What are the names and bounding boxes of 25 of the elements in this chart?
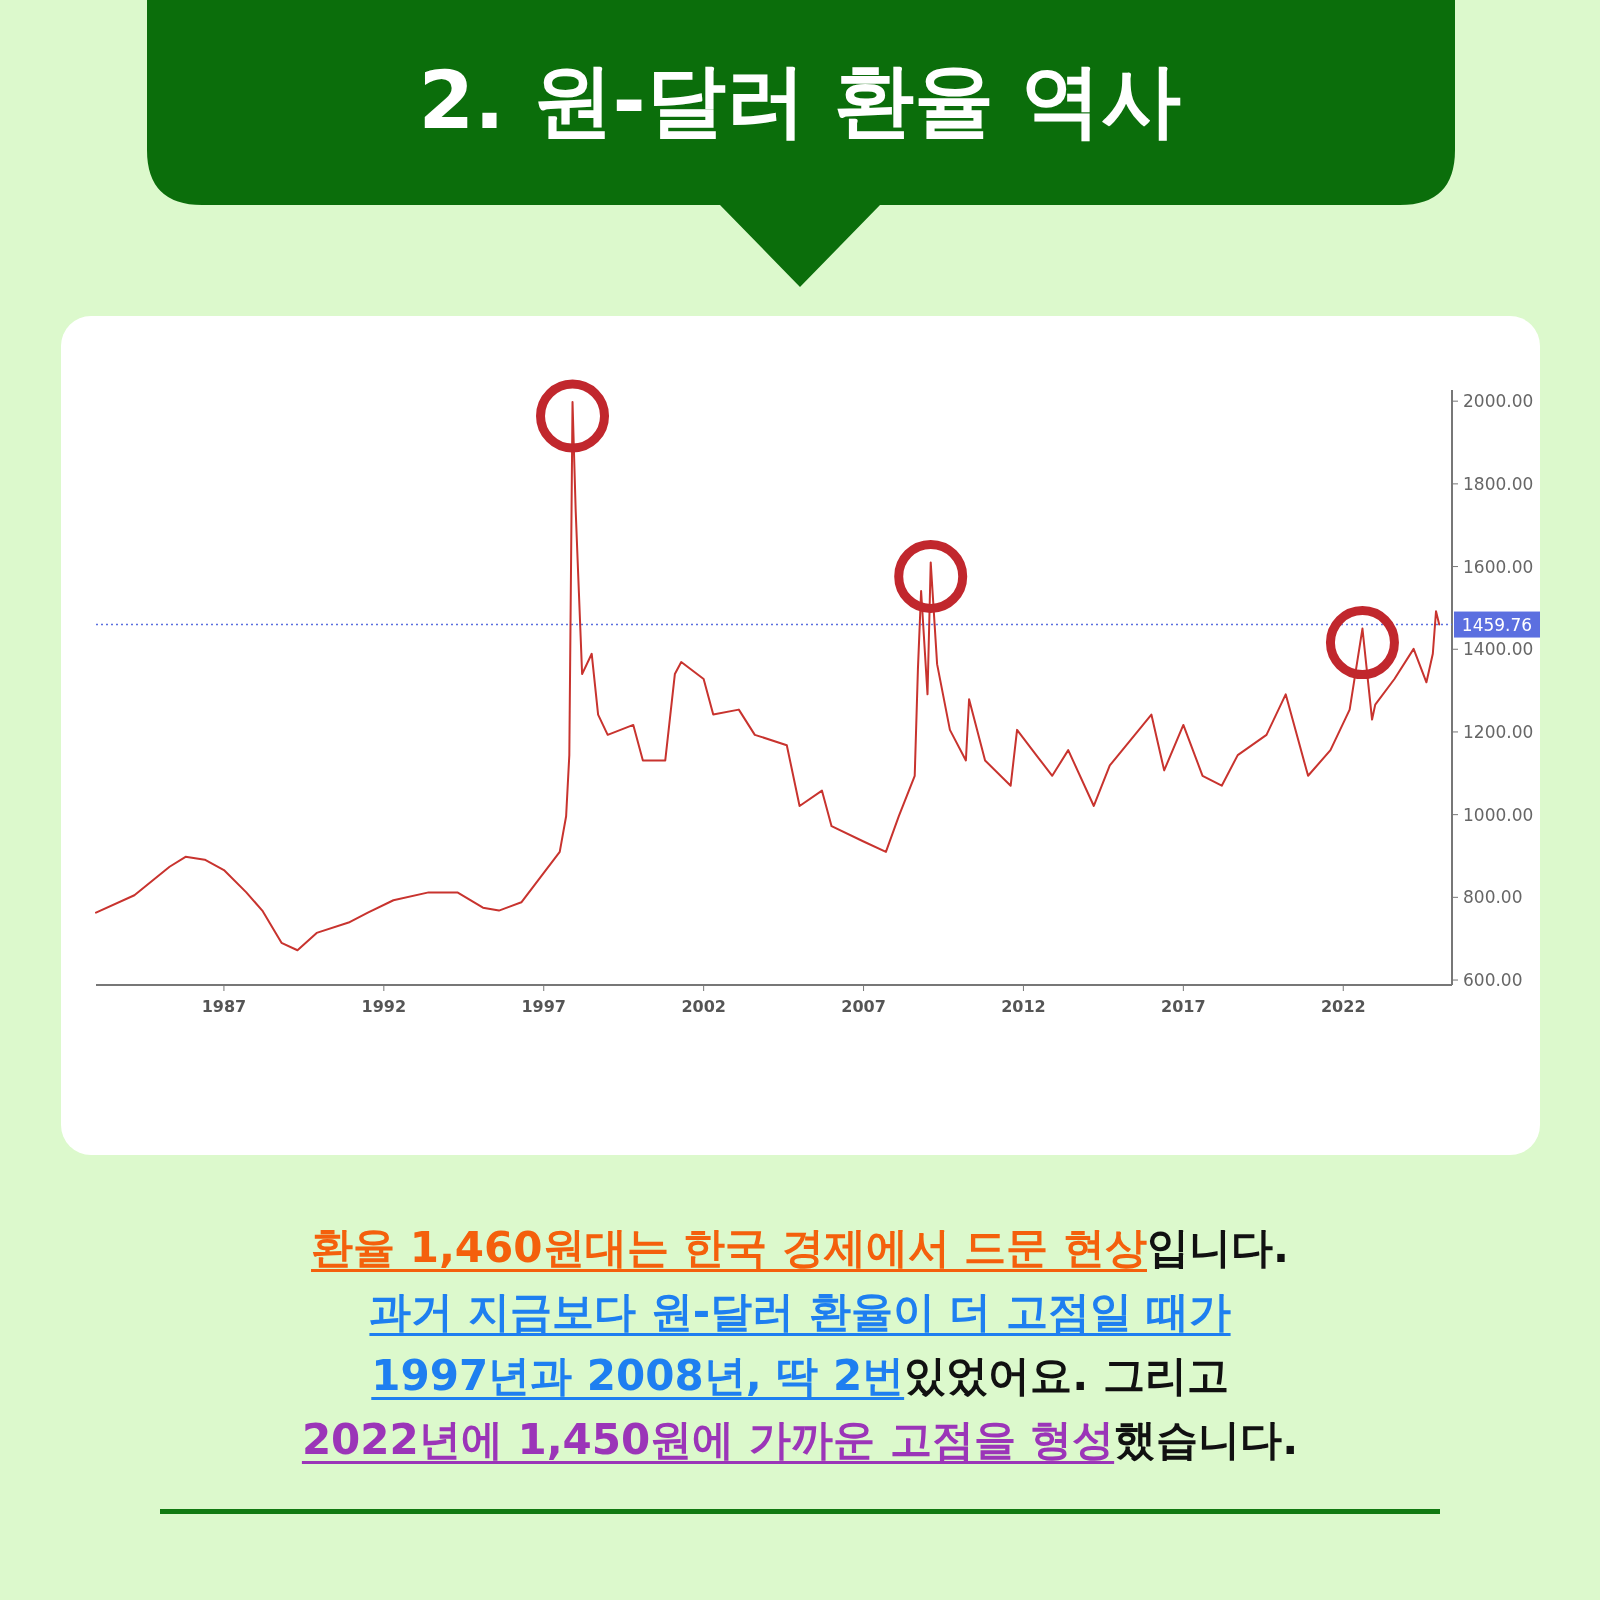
text: 과거 지금보다 원-달러 환율이 더 고점일 때가 bbox=[369, 1287, 1231, 1336]
x-tick-label: 1997 bbox=[521, 997, 566, 1016]
text: 있었어요. 그리고 bbox=[904, 1351, 1229, 1400]
y-tick-label: 1600.00 bbox=[1463, 556, 1534, 577]
x-tick-label: 2002 bbox=[681, 997, 726, 1016]
chart-title: 2. 원-달러 환율 역사 bbox=[418, 54, 1182, 147]
y-tick-label: 1000.00 bbox=[1463, 804, 1534, 825]
text: 1997년과 2008년, 딱 2번 bbox=[371, 1351, 905, 1400]
x-tick-label: 1987 bbox=[201, 997, 247, 1016]
text: 2022년에 1,450원에 가까운 고점을 형성 bbox=[301, 1415, 1115, 1464]
text: 환율 1,460원대는 한국 경제에서 드문 현상 bbox=[311, 1223, 1147, 1272]
ref-line-label: 1459.76 bbox=[1461, 614, 1533, 635]
text: 입니다. bbox=[1147, 1223, 1289, 1272]
text: 했습니다. bbox=[1114, 1415, 1299, 1464]
x-tick-label: 1992 bbox=[361, 997, 407, 1016]
y-tick-label: 1800.00 bbox=[1463, 473, 1534, 494]
x-tick-label: 2007 bbox=[841, 997, 886, 1016]
x-tick-label: 2017 bbox=[1161, 997, 1206, 1016]
y-tick-label: 600.00 bbox=[1463, 970, 1523, 991]
y-tick-label: 1200.00 bbox=[1463, 721, 1534, 742]
y-tick-label: 800.00 bbox=[1463, 887, 1523, 908]
y-tick-label: 1400.00 bbox=[1463, 639, 1534, 660]
x-tick-label: 2022 bbox=[1321, 997, 1366, 1016]
x-tick-label: 2012 bbox=[1001, 997, 1046, 1016]
y-tick-label: 2000.00 bbox=[1463, 391, 1534, 412]
